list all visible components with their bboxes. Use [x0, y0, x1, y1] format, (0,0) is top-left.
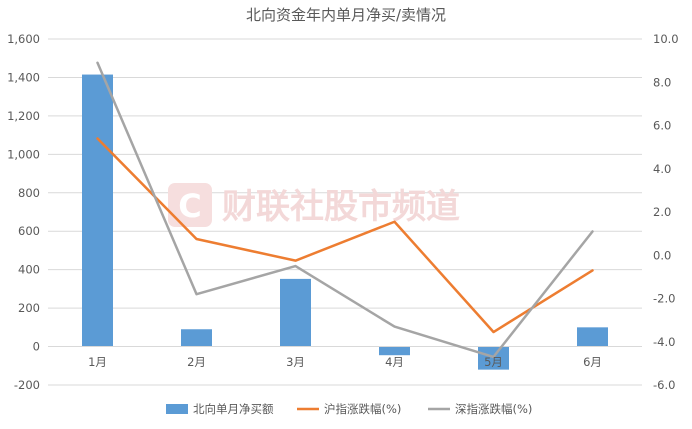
y-right-tick-label: -4.0: [653, 335, 675, 349]
bar: [82, 74, 113, 347]
y-right-tick-label: 4.0: [653, 162, 671, 176]
bar: [577, 327, 608, 347]
y-left-tick-label: 1,200: [7, 109, 40, 123]
y-left-tick-label: 800: [18, 186, 40, 200]
y-left-tick-label: 1,000: [7, 147, 40, 161]
y-right-tick-label: -6.0: [653, 378, 675, 392]
line-series: [96, 61, 594, 359]
legend-label: 深指涨跌幅(%): [455, 402, 532, 416]
watermark-logo-letter: C: [178, 187, 201, 225]
y-axis-left: -200 0 200 400 600 800 1,000 1,200 1,400 1,600: [7, 32, 40, 392]
x-tick-label: 6月: [583, 355, 602, 369]
bar: [379, 346, 410, 356]
y-right-tick-label: 0.0: [653, 248, 671, 262]
x-axis: 1月 2月 3月 4月 5月 6月: [88, 355, 602, 369]
legend: 北向单月净买额 沪指涨跌幅(%) 深指涨跌幅(%): [166, 402, 532, 416]
bar-series: [82, 74, 608, 370]
x-tick-label: 1月: [88, 355, 107, 369]
y-right-tick-label: 2.0: [653, 205, 671, 219]
y-right-tick-label: 6.0: [653, 119, 671, 133]
gridlines: [48, 38, 642, 386]
y-right-tick-label: 8.0: [653, 75, 671, 89]
y-left-tick-label: 1,400: [7, 70, 40, 84]
watermark-logo-box: [168, 183, 212, 227]
x-tick-label: 2月: [187, 355, 206, 369]
y-left-tick-label: 200: [18, 301, 40, 315]
chart-title: 北向资金年内单月净买/卖情况: [246, 6, 446, 24]
y-left-tick-label: 0: [33, 340, 40, 354]
legend-label: 沪指涨跌幅(%): [324, 402, 401, 416]
x-tick-label: 5月: [484, 355, 503, 369]
legend-swatch-bar: [166, 404, 188, 414]
y-axis-right: -6.0 -4.0 -2.0 0.0 2.0 4.0 6.0 8.0 10.0: [653, 32, 679, 392]
legend-label: 北向单月净买额: [193, 402, 274, 416]
y-left-tick-label: 400: [18, 263, 40, 277]
x-tick-label: 3月: [286, 355, 305, 369]
y-right-tick-label: -2.0: [653, 292, 675, 306]
y-right-tick-label: 10.0: [653, 32, 679, 46]
y-left-tick-label: 1,600: [7, 32, 40, 46]
watermark-text: 财联社股市频道: [222, 187, 460, 227]
bar: [280, 278, 311, 347]
series-line-2: [96, 61, 594, 359]
series-line-1: [96, 137, 594, 334]
watermark: C 财联社股市频道: [168, 183, 460, 227]
x-tick-label: 4月: [385, 355, 404, 369]
y-left-tick-label: 600: [18, 224, 40, 238]
y-left-tick-label: -200: [14, 378, 40, 392]
bar: [181, 329, 212, 347]
